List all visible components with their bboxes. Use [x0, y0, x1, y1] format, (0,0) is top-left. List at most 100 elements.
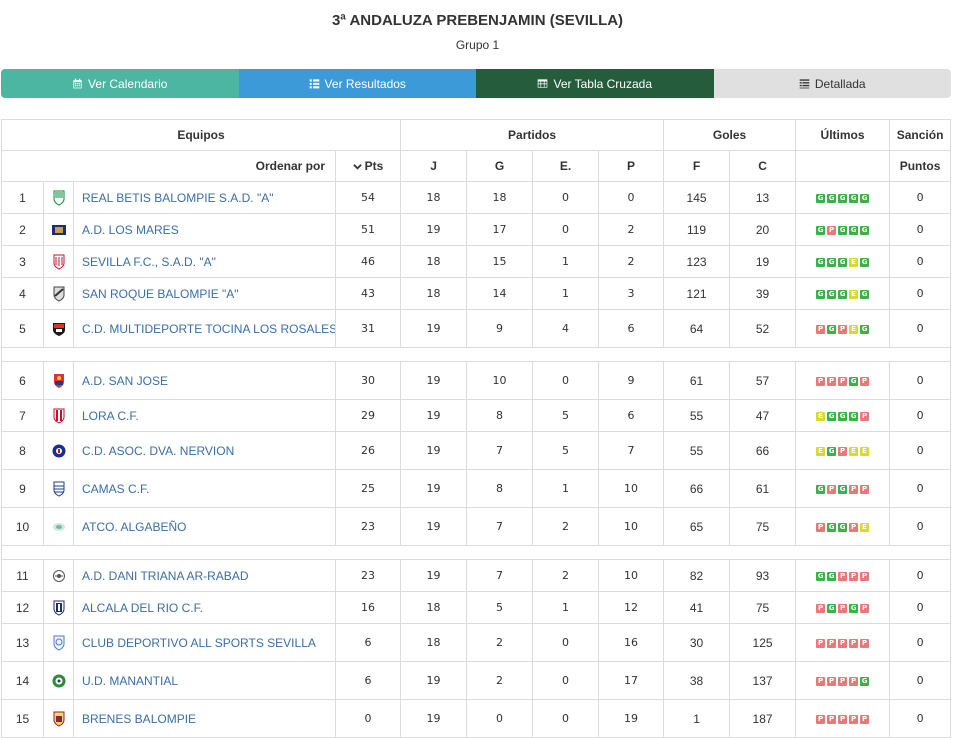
- team-link[interactable]: SEVILLA F.C., S.A.D. "A": [82, 254, 216, 269]
- team-link[interactable]: U.D. MANANTIAL: [82, 673, 179, 688]
- table-row: 13 CLUB DEPORTIVO ALL SPORTS SEVILLA 6 18 2 0…: [1, 623, 952, 662]
- team-link[interactable]: BRENES BALOMPIE: [82, 711, 197, 726]
- table-row: 11 A.D. DANI TRIANA AR-RABAD 23 19 7 2 10 82 93 G…: [1, 559, 952, 592]
- e-cell: 0: [532, 699, 600, 738]
- position-cell: 5: [1, 309, 44, 348]
- team-cell: LORA C.F.: [73, 399, 336, 432]
- p-header: P: [598, 150, 665, 182]
- pts-cell: 43: [334, 277, 402, 310]
- pts-cell: 54: [334, 181, 402, 214]
- result-badge: P: [849, 571, 859, 581]
- c-cell: 19: [729, 245, 797, 278]
- ver-tabla-cruzada-button[interactable]: Ver Tabla Cruzada: [476, 69, 714, 98]
- c-cell: 75: [729, 507, 797, 546]
- e-cell: 2: [532, 559, 600, 592]
- result-badge: G: [816, 225, 826, 235]
- position-cell: 9: [1, 469, 44, 508]
- g-cell: 0: [466, 699, 534, 738]
- result-badge: P: [849, 522, 859, 532]
- j-cell: 18: [400, 277, 468, 310]
- result-badge: G: [860, 257, 870, 267]
- f-cell: 64: [663, 309, 731, 348]
- pts-cell: 16: [334, 591, 402, 624]
- team-link[interactable]: ATCO. ALGABEÑO: [82, 519, 187, 534]
- g-cell: 17: [466, 213, 534, 246]
- f-cell: 123: [663, 245, 731, 278]
- pts-cell: 51: [334, 213, 402, 246]
- chevron-down-icon: [352, 164, 362, 170]
- c-cell: 137: [729, 661, 797, 700]
- result-badge: E: [816, 411, 826, 421]
- team-link[interactable]: A.D. SAN JOSE: [82, 373, 169, 388]
- position-cell: 10: [1, 507, 44, 546]
- result-badge: P: [827, 484, 837, 494]
- team-link[interactable]: CAMAS C.F.: [82, 481, 150, 496]
- result-badge: G: [860, 324, 870, 334]
- result-badge: G: [838, 411, 848, 421]
- result-badge: G: [838, 257, 848, 267]
- f-cell: 30: [663, 623, 731, 662]
- team-link[interactable]: A.D. LOS MARES: [82, 222, 179, 237]
- team-link[interactable]: C.D. ASOC. DVA. NERVION: [82, 443, 235, 458]
- ver-resultados-button[interactable]: Ver Resultados: [238, 69, 476, 98]
- result-badge: G: [827, 446, 837, 456]
- team-link[interactable]: REAL BETIS BALOMPIE S.A.D. "A": [82, 190, 274, 205]
- result-badge: G: [849, 193, 859, 203]
- table-icon: [538, 79, 548, 88]
- result-badge: P: [816, 603, 826, 613]
- separator-cell: [0, 545, 952, 560]
- result-badge: G: [827, 603, 837, 613]
- result-badge: G: [827, 324, 837, 334]
- sancion-cell: 0: [889, 469, 952, 508]
- team-cell: REAL BETIS BALOMPIE S.A.D. "A": [73, 181, 336, 214]
- detallada-button[interactable]: Detallada: [713, 69, 951, 98]
- team-link[interactable]: SAN ROQUE BALOMPIE "A": [82, 286, 239, 301]
- team-link[interactable]: C.D. MULTIDEPORTE TOCINA LOS ROSALES: [82, 321, 336, 336]
- sancion-cell: 0: [889, 661, 952, 700]
- ver-calendario-button[interactable]: Ver Calendario: [1, 69, 239, 98]
- ultimos-sub-header: [795, 150, 891, 182]
- result-badge: G: [838, 193, 848, 203]
- p-cell: 2: [598, 213, 665, 246]
- result-badge: P: [860, 411, 870, 421]
- p-cell: 19: [598, 699, 665, 738]
- p-cell: 3: [598, 277, 665, 310]
- team-link[interactable]: ALCALA DEL RIO C.F.: [82, 600, 203, 615]
- p-cell: 10: [598, 559, 665, 592]
- sancion-cell: 0: [889, 431, 952, 470]
- pts-cell: 23: [334, 507, 402, 546]
- result-badge: G: [816, 571, 826, 581]
- result-badge: G: [827, 411, 837, 421]
- result-badge: G: [827, 571, 837, 581]
- result-badge: P: [827, 376, 837, 386]
- g-cell: 14: [466, 277, 534, 310]
- team-link[interactable]: A.D. DANI TRIANA AR-RABAD: [82, 568, 249, 583]
- c-cell: 13: [729, 181, 797, 214]
- team-link[interactable]: CLUB DEPORTIVO ALL SPORTS SEVILLA: [82, 635, 316, 650]
- team-link[interactable]: LORA C.F.: [82, 408, 139, 423]
- result-badge: G: [849, 411, 859, 421]
- table-row: 14 U.D. MANANTIAL 6 19 2 0 17 38 137 P P P P G 0: [1, 661, 952, 700]
- equipos-header: Equipos: [0, 119, 402, 151]
- result-badge: P: [827, 638, 837, 648]
- sort-pts-header[interactable]: Pts: [334, 150, 402, 182]
- result-badge: P: [860, 376, 870, 386]
- j-cell: 18: [400, 591, 468, 624]
- result-badge: E: [849, 446, 859, 456]
- result-badge: G: [827, 289, 837, 299]
- f-cell: 65: [663, 507, 731, 546]
- ordenar-por-label: Ordenar por: [1, 150, 336, 182]
- j-cell: 19: [400, 559, 468, 592]
- position-cell: 14: [1, 661, 44, 700]
- result-badge: G: [849, 603, 859, 613]
- table-row: 4 SAN ROQUE BALOMPIE "A" 43 18 14 1 3 121 39 G G G E…: [1, 277, 952, 310]
- result-badge: P: [827, 714, 837, 724]
- result-badge: P: [838, 603, 848, 613]
- result-badge: G: [860, 225, 870, 235]
- result-badge: E: [816, 446, 826, 456]
